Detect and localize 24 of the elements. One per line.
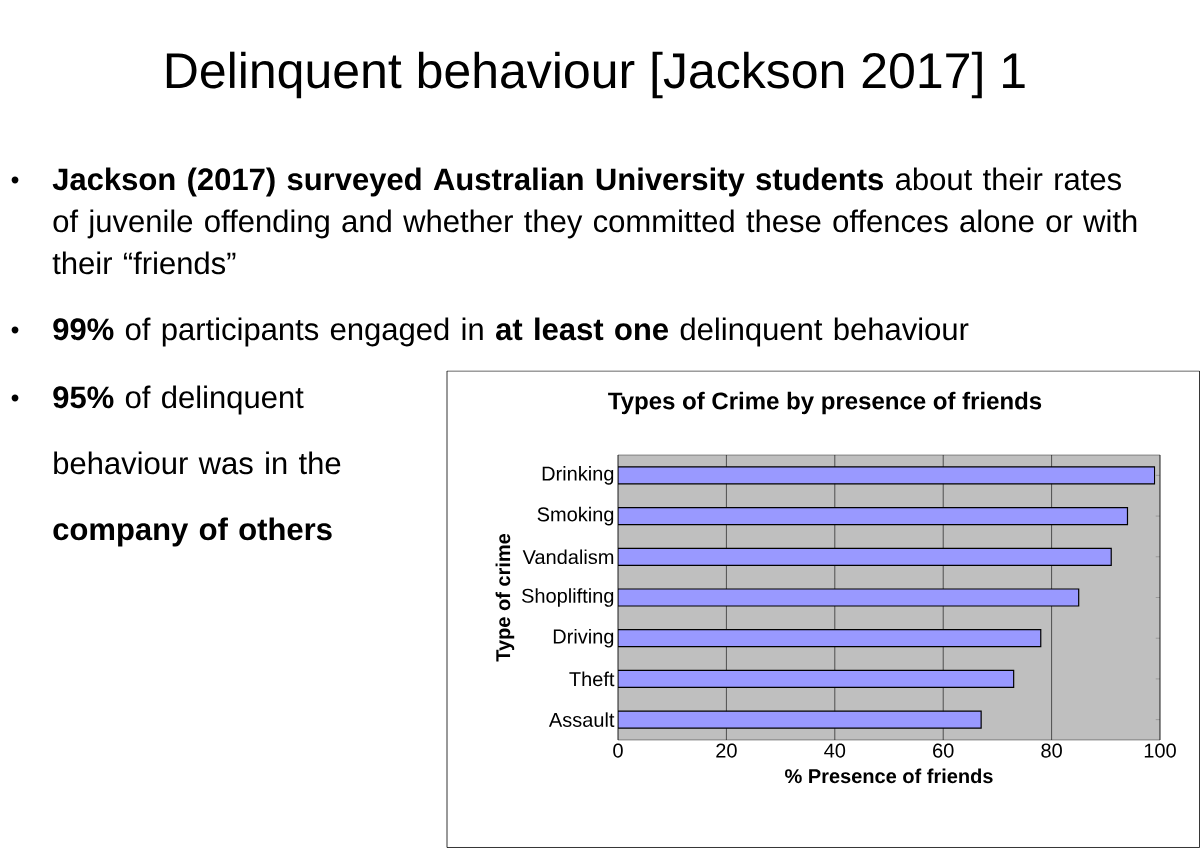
bar	[618, 629, 1042, 648]
x-tick-label: 0	[613, 743, 623, 758]
chart-title: Delinquent behaviour [Jackson 2017] 1	[166, 51, 1025, 99]
y-tick-label: Drinking	[542, 466, 614, 485]
text: 99% of participants engaged in at least one delinquent behaviour	[53, 317, 969, 347]
bar	[618, 506, 1129, 526]
text: Jackson (2017) surveyed Australian University students about their rates of juvenile offending and whether they committed these offences alone or with their “friends”	[52, 167, 1137, 275]
bar	[618, 669, 1015, 689]
y-tick-label: Driving	[553, 628, 614, 648]
y-axis-title: Type of crime	[495, 533, 515, 662]
x-tick-label: 40	[824, 743, 846, 758]
bar	[618, 547, 1112, 566]
y-tick-label: Vandalism	[522, 549, 614, 565]
y-tick-label: Theft	[569, 671, 615, 687]
x-axis-title: % Presence of friends	[785, 768, 993, 784]
y-tick-label: Smoking	[537, 506, 614, 526]
x-tick-label: 100	[1144, 743, 1176, 758]
y-tick-label: Assault	[548, 712, 615, 727]
y-tick-label: Shoplifting	[521, 588, 614, 607]
x-tick-label: 80	[1041, 743, 1062, 758]
chart-subtitle: Types of Crime by presence of friends	[608, 391, 1042, 415]
text: 95% of delinquent behaviour was in the company of others	[53, 385, 341, 547]
x-tick-label: 60	[933, 743, 954, 758]
x-tick-label: 20	[716, 743, 737, 758]
